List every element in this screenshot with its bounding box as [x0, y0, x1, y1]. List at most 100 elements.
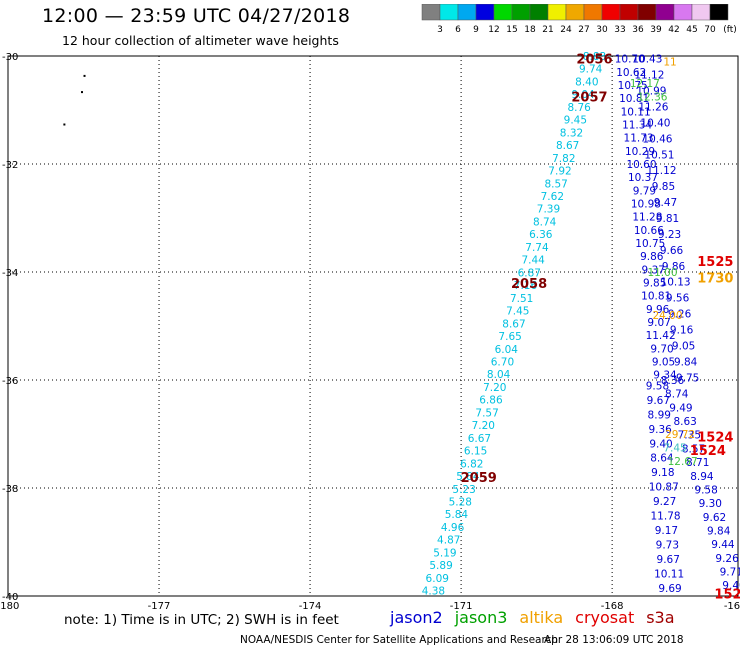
- wave-height-value: 9.34: [653, 370, 677, 382]
- wave-height-value: 9.74: [579, 64, 603, 76]
- wave-height-value: 8.57: [544, 178, 567, 190]
- wave-height-value: 11: [663, 56, 676, 68]
- wave-height-value: 7.20: [483, 382, 506, 394]
- wave-height-value: 7.74: [525, 242, 549, 254]
- y-tick-label: -38: [2, 484, 18, 495]
- scale-tick-label: 3: [437, 25, 443, 35]
- scale-unit-label: (ft): [723, 25, 737, 35]
- wave-height-value: 29.72: [665, 429, 695, 441]
- wave-height-value: 11.12: [646, 165, 676, 177]
- scale-tick-label: 6: [455, 25, 461, 35]
- wave-height-value: 8.76: [567, 102, 591, 114]
- wave-height-value: 9.84: [674, 356, 698, 368]
- satellite-legend: jason2 jason3 altika cryosat s3a: [390, 608, 687, 627]
- wave-height-value: 5.84: [456, 471, 480, 483]
- stray-dot: [81, 91, 83, 94]
- wave-height-value: 9.26: [668, 309, 692, 321]
- wave-height-value: 5.89: [429, 560, 452, 572]
- wave-height-value: 8.71: [686, 457, 709, 469]
- wave-height-value: 8.83: [583, 51, 606, 63]
- x-tick-label: -174: [299, 601, 322, 612]
- wave-height-value: 8.99: [648, 409, 671, 421]
- wave-height-value: 7.20: [472, 420, 495, 432]
- wave-height-value: 9.67: [647, 395, 670, 407]
- scale-tick-label: 24: [560, 25, 572, 35]
- wave-height-value: 9.75: [676, 372, 699, 384]
- wave-height-value: 9.47: [654, 197, 677, 209]
- legend-item-s3a: s3a: [646, 608, 675, 627]
- wave-height-value: 10.70: [615, 54, 645, 66]
- wave-height-value: 10.60: [626, 159, 656, 171]
- wave-height-value: 9.85: [652, 181, 675, 193]
- wave-height-value: 10.37: [628, 172, 658, 184]
- pass-time-label: 1730: [697, 271, 733, 286]
- wave-height-value: 9.69: [658, 583, 681, 595]
- wave-height-value: 11.34: [622, 120, 652, 132]
- wave-height-value: 9.49: [669, 402, 692, 414]
- wave-height-value: 11.28: [632, 212, 662, 224]
- wave-height-value: 7.65: [498, 331, 521, 343]
- wave-height-value: 11.42: [646, 330, 676, 342]
- wave-height-value: 8.63: [673, 416, 696, 428]
- y-tick-label: -32: [2, 160, 18, 171]
- wave-height-value: 9.67: [657, 554, 680, 566]
- wave-height-value: 6.70: [491, 356, 514, 368]
- wave-height-value: 6.04: [495, 344, 519, 356]
- pass-time-label: 2057: [571, 91, 607, 106]
- wave-height-value: 10.98: [631, 198, 661, 210]
- wave-height-value: 9.58: [694, 484, 717, 496]
- page-subtitle: 12 hour collection of altimeter wave hei…: [62, 33, 339, 48]
- stray-dot: [63, 123, 66, 126]
- wave-height-value: 4.96: [441, 522, 465, 534]
- page-title: 12:00 — 23:59 UTC 04/27/2018: [42, 5, 351, 27]
- wave-height-value: 11.12: [634, 70, 664, 82]
- wave-height-value: 10.81: [641, 291, 671, 303]
- scale-tick-label: 39: [650, 25, 662, 35]
- wave-height-value: 8.32: [560, 127, 583, 139]
- wave-height-value: 10.40: [640, 117, 670, 129]
- wave-height-value: 9.58: [646, 380, 669, 392]
- wave-height-value: 7.45: [506, 306, 529, 318]
- scale-tick-label: 33: [614, 25, 625, 35]
- scale-tick-label: 18: [524, 25, 536, 35]
- wave-height-value: 9.27: [653, 496, 676, 508]
- wave-height-value: 9.40: [649, 438, 672, 450]
- wave-height-value: 9.36: [648, 424, 672, 436]
- wave-height-value: 8.67: [502, 318, 525, 330]
- wave-height-value: 9.04: [571, 89, 595, 101]
- wave-height-value: 11.73: [624, 133, 654, 145]
- wave-height-value: 9.26: [715, 553, 739, 565]
- wave-height-value: 7.44: [521, 255, 545, 267]
- wave-height-value: 12.17: [630, 78, 660, 90]
- wave-height-value: 10.75: [618, 80, 648, 92]
- wave-height-value: 7.51: [510, 293, 533, 305]
- wave-height-value: 10.43: [632, 54, 662, 66]
- wave-height-value: 9.05: [652, 356, 675, 368]
- wave-height-value: 8.40: [575, 76, 598, 88]
- wave-height-value: 10.29: [625, 146, 655, 158]
- pass-time-label: 1524: [697, 431, 733, 446]
- legend-item-jason2: jason2: [390, 608, 443, 627]
- wave-height-value: 5.19: [433, 547, 456, 559]
- wave-height-value: 24.00: [652, 310, 682, 322]
- wave-height-value: 9.62: [703, 512, 726, 524]
- scale-tick-label: 36: [632, 25, 644, 35]
- pass-time-label: 2058: [511, 277, 547, 292]
- wave-height-value: 7.92: [548, 166, 571, 178]
- scale-tick-label: 9: [473, 25, 479, 35]
- wave-height-value: 10.62: [616, 67, 646, 79]
- wave-height-value: 9.86: [662, 261, 686, 273]
- wave-height-value: 11.26: [638, 101, 668, 113]
- stray-dot: [83, 74, 86, 77]
- wave-height-value: 10.99: [636, 86, 666, 98]
- scale-tick-label: 12: [488, 25, 499, 35]
- pass-time-label: 2059: [461, 471, 497, 486]
- wave-height-value: 5.23: [452, 484, 475, 496]
- wave-height-value: 10.51: [644, 149, 674, 161]
- wave-height-value: 7.16: [514, 280, 538, 292]
- y-tick-label: -36: [2, 376, 18, 387]
- x-tick-label: -177: [148, 601, 171, 612]
- wave-height-value: 9.45: [564, 115, 587, 127]
- wave-height-value: 9.81: [656, 213, 679, 225]
